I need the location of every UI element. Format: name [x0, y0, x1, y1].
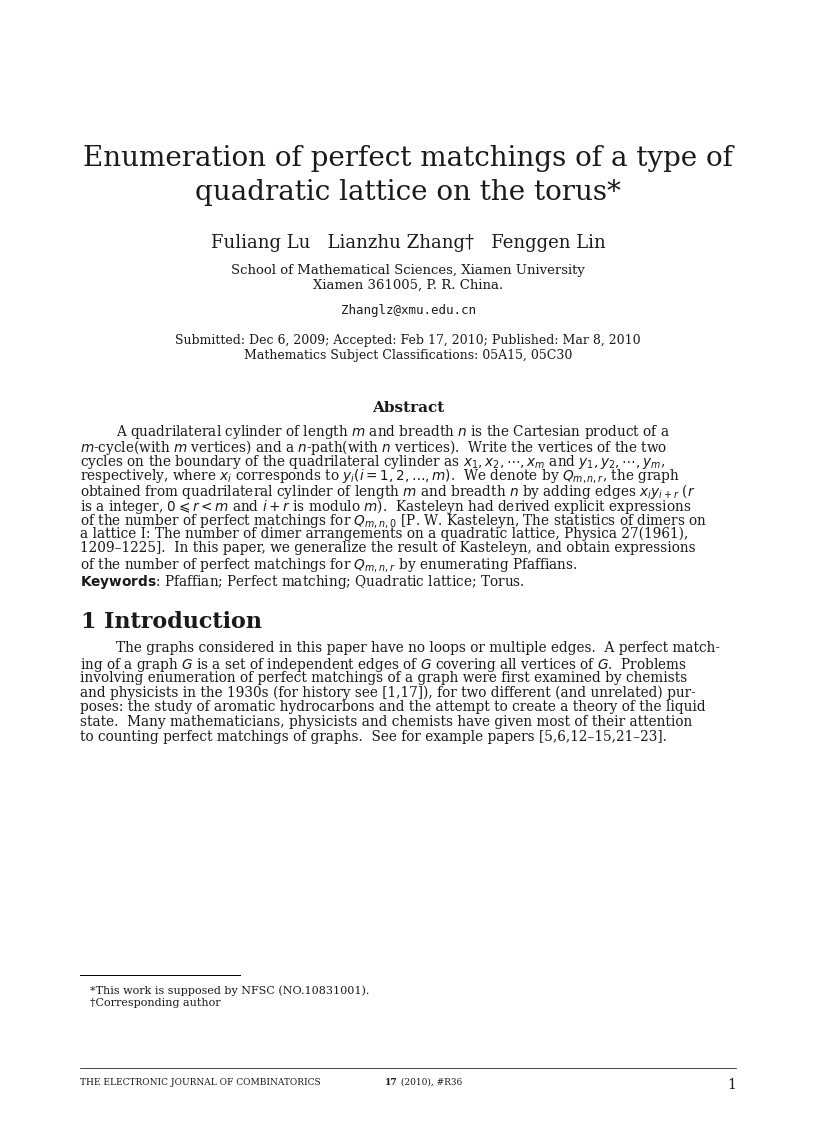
Text: of the number of perfect matchings for $Q_{m,n,0}$ [P. W. Kasteleyn, The statist: of the number of perfect matchings for $…: [80, 512, 707, 530]
Text: 1: 1: [727, 1078, 736, 1092]
Text: Zhanglz@xmu.edu.cn: Zhanglz@xmu.edu.cn: [340, 304, 476, 317]
Text: 1209–1225].  In this paper, we generalize the result of Kasteleyn, and obtain ex: 1209–1225]. In this paper, we generalize…: [80, 541, 695, 556]
Text: and physicists in the 1930s (for history see [1,17]), for two different (and unr: and physicists in the 1930s (for history…: [80, 685, 696, 700]
Text: School of Mathematical Sciences, Xiamen University: School of Mathematical Sciences, Xiamen …: [231, 264, 585, 277]
Text: THE ELECTRONIC JOURNAL OF COMBINATORICS: THE ELECTRONIC JOURNAL OF COMBINATORICS: [80, 1078, 323, 1087]
Text: $\mathbf{Keywords}$: Pfaffian; Perfect matching; Quadratic lattice; Torus.: $\mathbf{Keywords}$: Pfaffian; Perfect m…: [80, 573, 525, 591]
Text: Introduction: Introduction: [104, 611, 262, 633]
Text: ing of a graph $G$ is a set of independent edges of $G$ covering all vertices of: ing of a graph $G$ is a set of independe…: [80, 656, 687, 674]
Text: a lattice I: The number of dimer arrangements on a quadratic lattice, Physica 27: a lattice I: The number of dimer arrange…: [80, 527, 689, 541]
Text: A quadrilateral cylinder of length $m$ and breadth $n$ is the Cartesian product : A quadrilateral cylinder of length $m$ a…: [116, 423, 670, 441]
Text: obtained from quadrilateral cylinder of length $m$ and breadth $n$ by adding edg: obtained from quadrilateral cylinder of …: [80, 482, 695, 501]
Text: (2010), #R36: (2010), #R36: [398, 1078, 462, 1087]
Text: respectively, where $x_i$ corresponds to $y_i(i = 1, 2, \ldots, m)$.  We denote : respectively, where $x_i$ corresponds to…: [80, 467, 680, 485]
Text: Submitted: Dec 6, 2009; Accepted: Feb 17, 2010; Published: Mar 8, 2010: Submitted: Dec 6, 2009; Accepted: Feb 17…: [175, 334, 641, 347]
Text: $m$-cycle(with $m$ vertices) and a $n$-path(with $n$ vertices).  Write the verti: $m$-cycle(with $m$ vertices) and a $n$-p…: [80, 438, 667, 457]
Text: is a integer, $0 \leqslant r < m$ and $i+r$ is modulo $m$).  Kasteleyn had deriv: is a integer, $0 \leqslant r < m$ and $i…: [80, 497, 691, 515]
Text: state.  Many mathematicians, physicists and chemists have given most of their at: state. Many mathematicians, physicists a…: [80, 715, 692, 729]
Text: *This work is supposed by NFSC (NO.10831001).: *This work is supposed by NFSC (NO.10831…: [90, 985, 370, 996]
Text: quadratic lattice on the torus*: quadratic lattice on the torus*: [195, 179, 621, 206]
Text: cycles on the boundary of the quadrilateral cylinder as $x_1, x_2, \cdots, x_m$ : cycles on the boundary of the quadrilate…: [80, 453, 665, 471]
Text: of the number of perfect matchings for $Q_{m,n,r}$ by enumerating Pfaffians.: of the number of perfect matchings for $…: [80, 556, 578, 574]
Text: Mathematics Subject Classifications: 05A15, 05C30: Mathematics Subject Classifications: 05A…: [244, 349, 572, 362]
Text: 1: 1: [80, 611, 95, 633]
Text: involving enumeration of perfect matchings of a graph were first examined by che: involving enumeration of perfect matchin…: [80, 670, 687, 685]
Text: 17: 17: [385, 1078, 397, 1087]
Text: †Corresponding author: †Corresponding author: [90, 998, 220, 1008]
Text: Enumeration of perfect matchings of a type of: Enumeration of perfect matchings of a ty…: [83, 145, 733, 172]
Text: to counting perfect matchings of graphs.  See for example papers [5,6,12–15,21–2: to counting perfect matchings of graphs.…: [80, 730, 667, 743]
Text: Xiamen 361005, P. R. China.: Xiamen 361005, P. R. China.: [313, 279, 503, 292]
Text: Abstract: Abstract: [372, 401, 444, 416]
Text: Fuliang Lu   Lianzhu Zhang†   Fenggen Lin: Fuliang Lu Lianzhu Zhang† Fenggen Lin: [211, 234, 605, 252]
Text: The graphs considered in this paper have no loops or multiple edges.  A perfect : The graphs considered in this paper have…: [116, 641, 720, 655]
Text: poses: the study of aromatic hydrocarbons and the attempt to create a theory of : poses: the study of aromatic hydrocarbon…: [80, 701, 706, 714]
